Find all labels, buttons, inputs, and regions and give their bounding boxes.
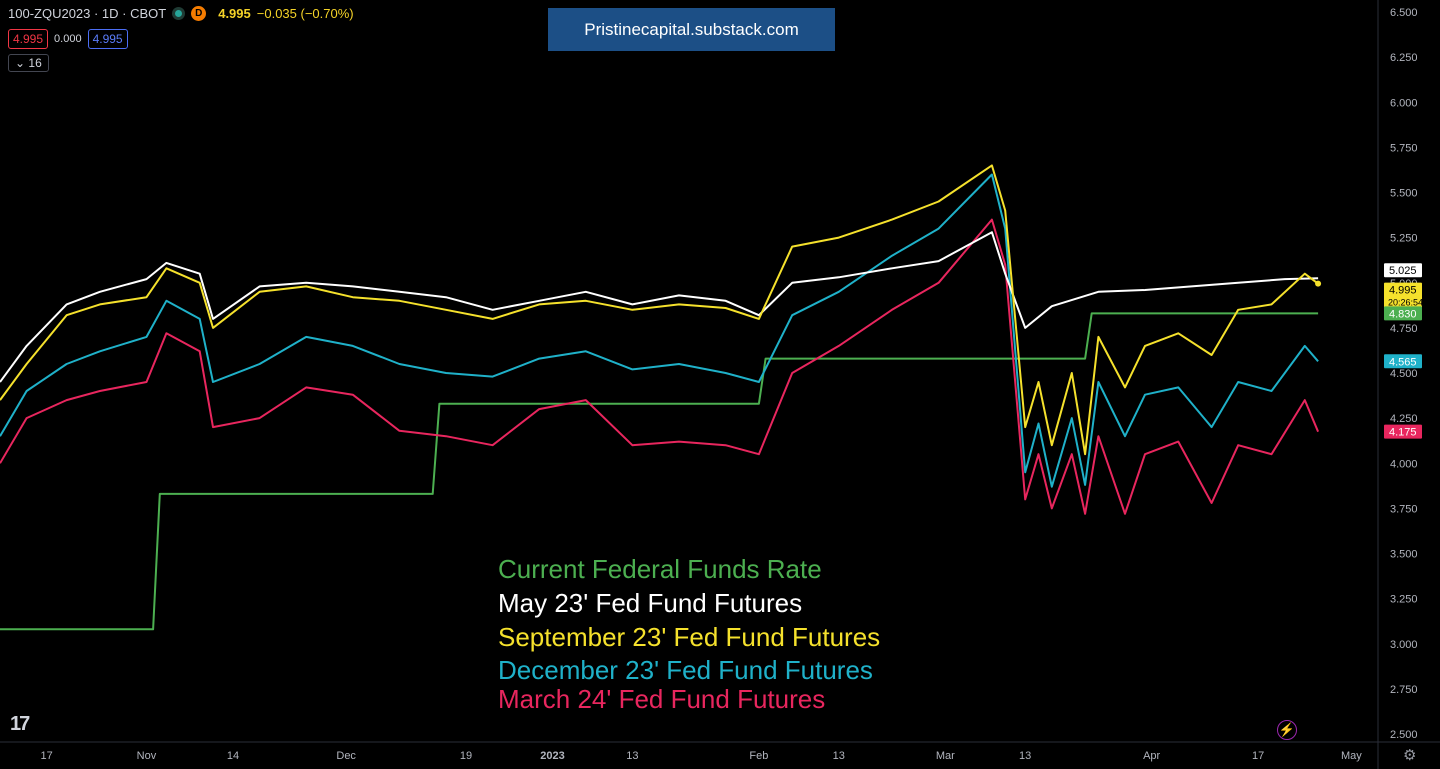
legend-mar24: March 24' Fed Fund Futures xyxy=(498,684,826,714)
price-tag-label: 5.025 xyxy=(1389,265,1417,277)
price-tag-bg xyxy=(1384,424,1422,439)
legend-sep23: September 23' Fed Fund Futures xyxy=(498,622,881,652)
y-tick-label: 3.250 xyxy=(1390,594,1418,606)
y-tick-label: 6.500 xyxy=(1390,7,1418,19)
y-tick-label: 6.250 xyxy=(1390,52,1418,64)
y-tick-label: 3.750 xyxy=(1390,503,1418,515)
lightning-bolt-icon[interactable]: ⚡ xyxy=(1277,720,1297,740)
tradingview-logo-icon[interactable]: 17 xyxy=(10,713,30,735)
series-line-2 xyxy=(0,164,1319,456)
y-tick-label: 3.500 xyxy=(1390,549,1418,561)
watermark-banner: Pristinecapital.substack.com xyxy=(548,8,835,51)
last-price-point xyxy=(1315,280,1322,287)
gear-icon[interactable]: ⚙ xyxy=(1403,747,1417,764)
price-tag-label: 4.565 xyxy=(1389,356,1417,368)
y-tick-label: 4.250 xyxy=(1390,413,1418,425)
y-tick-label: 4.750 xyxy=(1390,323,1418,335)
y-tick-label: 4.000 xyxy=(1390,458,1418,470)
x-tick-label: May xyxy=(1341,750,1362,762)
countdown-timer: 20:26:54 xyxy=(1388,298,1423,308)
bid-ask-row: 4.995 0.000 4.995 xyxy=(8,29,128,49)
legend-dec23: December 23' Fed Fund Futures xyxy=(498,655,873,685)
x-tick-label: 19 xyxy=(460,750,472,762)
x-tick-label: Dec xyxy=(336,750,356,762)
last-price: 4.995 xyxy=(218,6,251,21)
series-line-4 xyxy=(0,218,1320,515)
y-tick-label: 5.250 xyxy=(1390,233,1418,245)
x-tick-label: 17 xyxy=(1252,750,1264,762)
price-tag-bg xyxy=(1384,306,1422,321)
legend-may23: May 23' Fed Fund Futures xyxy=(498,588,803,618)
price-tag-label: 4.995 xyxy=(1389,285,1417,297)
y-tick-label: 2.500 xyxy=(1390,729,1418,741)
y-tick-label: 5.750 xyxy=(1390,142,1418,154)
chevron-down-icon: ⌄ xyxy=(15,56,29,70)
x-tick-label: Feb xyxy=(749,750,768,762)
series-line-3 xyxy=(0,173,1319,488)
legend-fed-funds: Current Federal Funds Rate xyxy=(498,554,822,584)
x-tick-label: Nov xyxy=(137,750,157,762)
price-tag-bg xyxy=(1384,282,1422,309)
indicators-toggle[interactable]: ⌄ 16 xyxy=(8,54,49,72)
x-tick-label: Apr xyxy=(1143,750,1160,762)
price-tag-label: 4.830 xyxy=(1389,308,1417,320)
market-status-icon xyxy=(172,7,186,20)
x-tick-label: 13 xyxy=(1019,750,1031,762)
symbol-title[interactable]: 100-ZQU2023 · 1D · CBOT xyxy=(8,6,167,21)
x-tick-label: 14 xyxy=(227,750,239,762)
x-tick-label: 17 xyxy=(40,750,52,762)
x-tick-label: 13 xyxy=(626,750,638,762)
price-tag-bg xyxy=(1384,263,1422,278)
series-line-0 xyxy=(0,312,1319,631)
y-tick-label: 5.500 xyxy=(1390,188,1418,200)
symbol-header: 100-ZQU2023 · 1D · CBOT D 4.995 −0.035 (… xyxy=(8,6,354,21)
bid-button[interactable]: 4.995 xyxy=(8,29,49,49)
indicators-count: 16 xyxy=(28,56,42,70)
spread-value: 0.000 xyxy=(54,33,82,45)
y-tick-label: 2.750 xyxy=(1390,684,1418,696)
x-tick-label: 13 xyxy=(833,750,845,762)
interval-badge: D xyxy=(191,6,207,21)
ask-button[interactable]: 4.995 xyxy=(87,29,128,49)
y-tick-label: 6.000 xyxy=(1390,97,1418,109)
x-tick-label: Mar xyxy=(936,750,955,762)
price-tag-bg xyxy=(1384,354,1422,369)
y-tick-label: 4.500 xyxy=(1390,368,1418,380)
y-tick-label: 3.000 xyxy=(1390,639,1418,651)
price-change: −0.035 (−0.70%) xyxy=(256,6,354,21)
x-tick-label: 2023 xyxy=(540,750,564,762)
series-line-1 xyxy=(0,231,1319,383)
price-tag-label: 4.175 xyxy=(1389,427,1417,439)
